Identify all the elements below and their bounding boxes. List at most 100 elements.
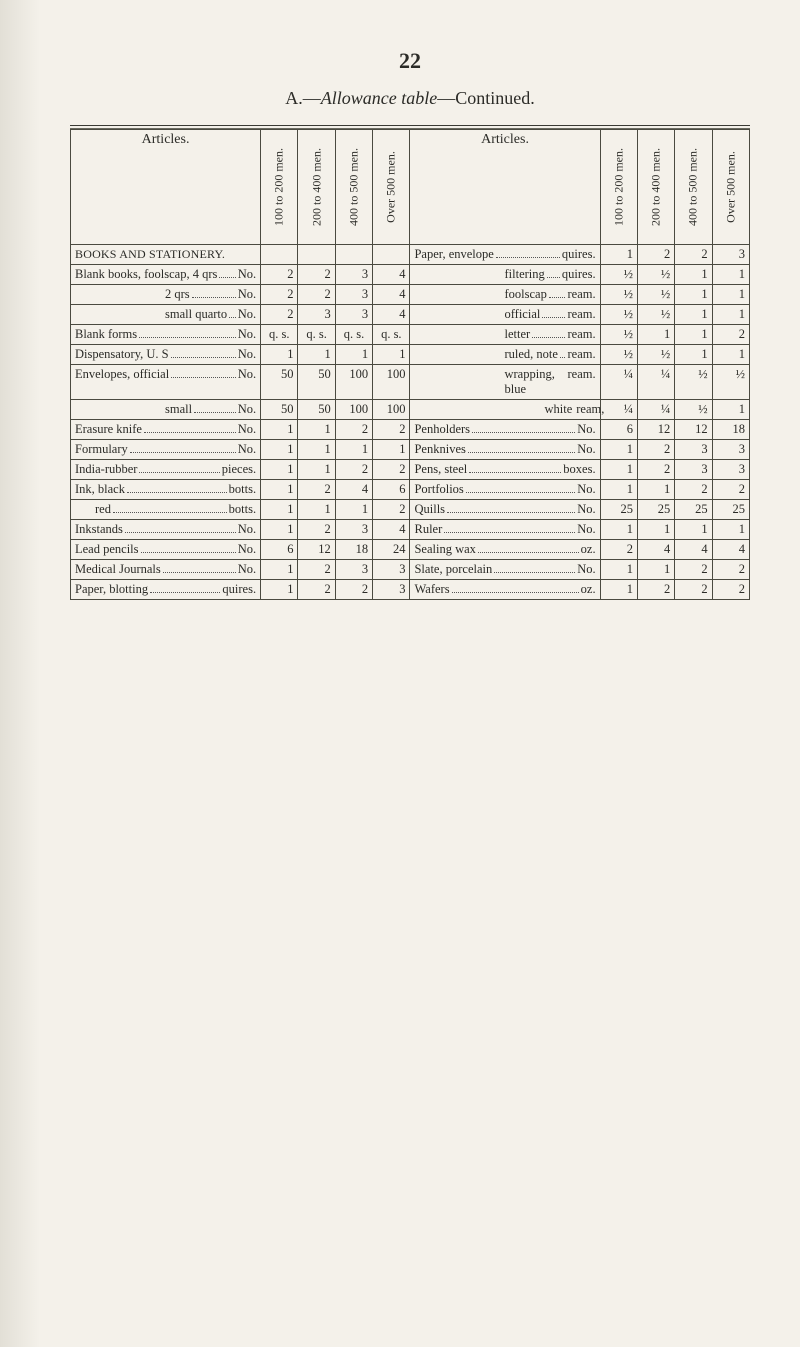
article-label: Wafersoz. (410, 580, 600, 600)
table-cell: 2 (712, 480, 749, 500)
table-cell: 1 (261, 580, 298, 600)
table-cell: 1 (600, 460, 637, 480)
article-label: small quartoNo. (71, 305, 261, 325)
table-cell: 2 (298, 480, 335, 500)
table-cell: 1 (298, 420, 335, 440)
article-label: foolscapream. (410, 285, 600, 305)
table-cell: 1 (373, 345, 410, 365)
table-row: Blank books, foolscap, 4 qrsNo.2234filte… (71, 265, 750, 285)
table-cell: 2 (675, 245, 712, 265)
table-top-rule-1 (70, 125, 750, 126)
table-cell: 3 (335, 285, 372, 305)
col-articles-right: Articles. (410, 130, 600, 245)
table-cell: 2 (675, 580, 712, 600)
table-cell: 3 (675, 460, 712, 480)
table-cell: ½ (600, 265, 637, 285)
article-label: 2 qrsNo. (71, 285, 261, 305)
table-row: Dispensatory, U. SNo.1111ruled, noteream… (71, 345, 750, 365)
table-row: Paper, blottingquires.1223Wafersoz.1222 (71, 580, 750, 600)
article-label: smallNo. (71, 400, 261, 420)
table-row: redbotts.1112QuillsNo.25252525 (71, 500, 750, 520)
article-label: Sealing waxoz. (410, 540, 600, 560)
table-cell: 2 (261, 265, 298, 285)
table-row: Lead pencilsNo.6121824Sealing waxoz.2444 (71, 540, 750, 560)
table-cell: 2 (637, 440, 674, 460)
table-cell: ½ (675, 400, 712, 420)
table-cell: 3 (373, 580, 410, 600)
table-cell: ½ (675, 365, 712, 400)
table-cell: 4 (335, 480, 372, 500)
col-400-500-right: 400 to 500 men. (675, 130, 712, 245)
table-cell: 2 (298, 560, 335, 580)
table-cell: 100 (373, 365, 410, 400)
table-cell: 2 (298, 520, 335, 540)
article-label: officialream. (410, 305, 600, 325)
article-label: letterream. (410, 325, 600, 345)
table-cell: 1 (600, 580, 637, 600)
table-cell: 3 (373, 560, 410, 580)
table-cell: 3 (712, 460, 749, 480)
table-cell: 3 (298, 305, 335, 325)
table-cell: 1 (600, 440, 637, 460)
article-label: InkstandsNo. (71, 520, 261, 540)
table-cell: 2 (335, 460, 372, 480)
table-cell: 100 (335, 400, 372, 420)
table-cell: q. s. (373, 325, 410, 345)
table-cell (373, 245, 410, 265)
header-row: Articles. 100 to 200 men. 200 to 400 men… (71, 130, 750, 245)
scanned-page: 22 A.—Allowance table—Continued. Article… (0, 0, 800, 1347)
page-number: 22 (70, 48, 750, 74)
table-cell: 1 (600, 560, 637, 580)
table-row: Envelopes, officialNo.5050100100wrapping… (71, 365, 750, 400)
table-cell: 1 (712, 345, 749, 365)
table-cell: 1 (261, 480, 298, 500)
col-100-200-left: 100 to 200 men. (261, 130, 298, 245)
table-cell: ½ (600, 325, 637, 345)
table-cell: 1 (712, 400, 749, 420)
article-label: Dispensatory, U. SNo. (71, 345, 261, 365)
table-cell: 50 (261, 400, 298, 420)
table-cell: 1 (298, 460, 335, 480)
table-cell: 1 (298, 440, 335, 460)
title-italic: Allowance table (321, 88, 437, 108)
table-cell: 1 (675, 325, 712, 345)
table-cell: 1 (675, 285, 712, 305)
table-cell (298, 245, 335, 265)
col-100-200-right: 100 to 200 men. (600, 130, 637, 245)
col-200-400-right: 200 to 400 men. (637, 130, 674, 245)
table-cell: ¼ (600, 400, 637, 420)
table-cell: ½ (600, 345, 637, 365)
article-label: Medical JournalsNo. (71, 560, 261, 580)
article-label: QuillsNo. (410, 500, 600, 520)
article-label: wrapping, blueream. (410, 365, 600, 400)
table-row: Ink, blackbotts.1246PortfoliosNo.1122 (71, 480, 750, 500)
table-cell: 2 (675, 560, 712, 580)
article-label: Lead pencilsNo. (71, 540, 261, 560)
article-label: India-rubberpieces. (71, 460, 261, 480)
article-label: Pens, steelboxes. (410, 460, 600, 480)
table-cell: 6 (261, 540, 298, 560)
table-row: India-rubberpieces.1122Pens, steelboxes.… (71, 460, 750, 480)
table-cell: 1 (600, 520, 637, 540)
table-cell: 1 (712, 285, 749, 305)
table-cell: 3 (335, 560, 372, 580)
table-cell: ½ (637, 305, 674, 325)
article-label: PenknivesNo. (410, 440, 600, 460)
table-row: Blank formsNo.q. s.q. s.q. s.q. s.letter… (71, 325, 750, 345)
table-cell: 1 (261, 440, 298, 460)
article-label: whiteream, (410, 400, 600, 420)
table-cell: 1 (261, 520, 298, 540)
table-cell: 2 (712, 325, 749, 345)
table-cell: q. s. (335, 325, 372, 345)
article-label: filteringquires. (410, 265, 600, 285)
table-cell: ½ (637, 285, 674, 305)
table-cell: ½ (712, 365, 749, 400)
table-row: 2 qrsNo.2234foolscapream.½½11 (71, 285, 750, 305)
table-row: Erasure knifeNo.1122PenholdersNo.6121218 (71, 420, 750, 440)
table-cell: 2 (600, 540, 637, 560)
table-cell: 2 (637, 580, 674, 600)
article-label: Slate, porcelainNo. (410, 560, 600, 580)
table-cell: ½ (637, 265, 674, 285)
table-cell: 1 (600, 245, 637, 265)
table-cell: ½ (600, 285, 637, 305)
